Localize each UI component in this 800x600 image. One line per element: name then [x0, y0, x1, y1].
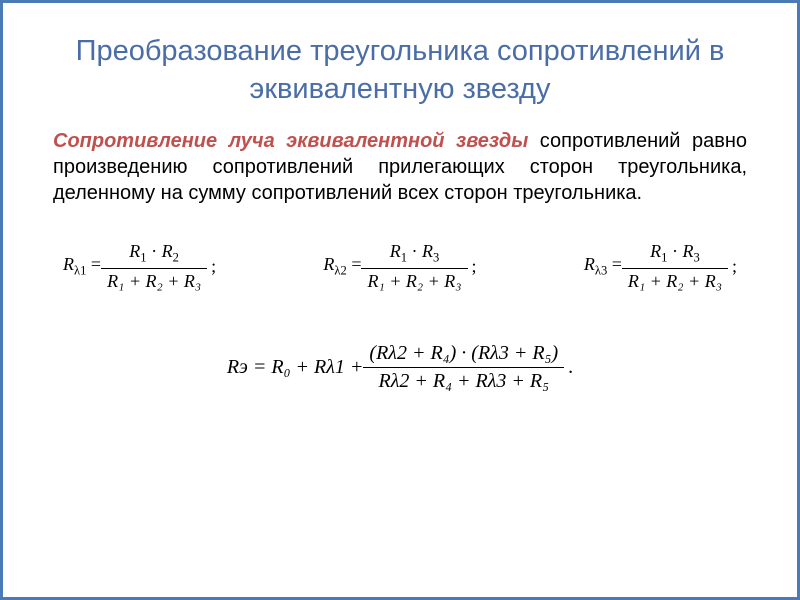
formula-r-lambda-3: Rλ3 = R1 · R3 R₁ + R₂ + R₃ ;: [584, 241, 737, 292]
final-lhs: Rэ = R₀ + Rλ1 +: [227, 356, 364, 379]
final-num: (Rλ2 + R₄) · (Rλ3 + R₅): [363, 342, 564, 368]
semicolon: ;: [732, 256, 737, 277]
f1-num-a: R: [129, 241, 140, 261]
f3-den: R₁ + R₂ + R₃: [622, 269, 728, 292]
f3-lhs-sub: λ3: [595, 264, 607, 278]
f2-den: R₁ + R₂ + R₃: [361, 269, 467, 292]
highlight-text: Сопротивление луча эквивалентной звезды: [53, 130, 528, 152]
f3-lhs: R: [584, 254, 595, 274]
f1-num-b: R: [162, 241, 173, 261]
f1-den: R₁ + R₂ + R₃: [101, 269, 207, 292]
semicolon: ;: [211, 256, 216, 277]
f1-lhs-sub: λ1: [74, 264, 86, 278]
f3-num-a-sub: 1: [661, 251, 667, 265]
formula-r-equivalent: Rэ = R₀ + Rλ1 + (Rλ2 + R₄) · (Rλ3 + R₅) …: [53, 342, 747, 393]
f1-num-b-sub: 2: [173, 251, 179, 265]
final-den: Rλ2 + R₄ + Rλ3 + R₅: [363, 368, 564, 393]
semicolon: ;: [472, 256, 477, 277]
formula-r-lambda-2: Rλ2 = R1 · R3 R₁ + R₂ + R₃ ;: [323, 241, 476, 292]
formula-row: Rλ1 = R1 · R2 R₁ + R₂ + R₃ ; Rλ2 = R1 · …: [63, 241, 737, 292]
body-paragraph: Сопротивление луча эквивалентной звезды …: [53, 128, 747, 206]
f2-num-a-sub: 1: [401, 251, 407, 265]
slide-container: Преобразование треугольника сопротивлени…: [3, 3, 797, 413]
f2-lhs: R: [323, 254, 334, 274]
f1-lhs: R: [63, 254, 74, 274]
period: .: [568, 356, 573, 379]
f3-num-a: R: [650, 241, 661, 261]
f2-lhs-sub: λ2: [334, 264, 346, 278]
f3-num-b-sub: 3: [693, 251, 699, 265]
formula-r-lambda-1: Rλ1 = R1 · R2 R₁ + R₂ + R₃ ;: [63, 241, 216, 292]
f3-num-b: R: [682, 241, 693, 261]
f2-num-b: R: [422, 241, 433, 261]
f1-num-a-sub: 1: [140, 251, 146, 265]
slide-title: Преобразование треугольника сопротивлени…: [53, 33, 747, 108]
f2-num-b-sub: 3: [433, 251, 439, 265]
f2-num-a: R: [390, 241, 401, 261]
